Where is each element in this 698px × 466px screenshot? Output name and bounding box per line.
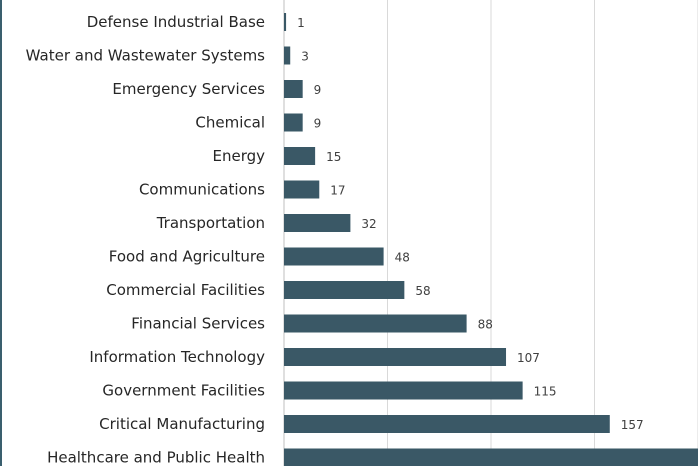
value-labels: 1 3 9 9 15 17 32 48 58 88 107 115 157 bbox=[297, 16, 644, 432]
category-label: Financial Services bbox=[131, 315, 265, 333]
data-label: 48 bbox=[395, 251, 410, 265]
bar bbox=[284, 381, 523, 400]
bar bbox=[284, 314, 467, 333]
bar bbox=[284, 281, 405, 299]
category-label: Information Technology bbox=[89, 348, 265, 366]
category-label: Government Facilities bbox=[102, 382, 265, 400]
data-label: 17 bbox=[330, 184, 345, 198]
data-label: 115 bbox=[534, 385, 557, 399]
data-label: 107 bbox=[517, 351, 540, 365]
category-label: Energy bbox=[212, 147, 265, 165]
category-label: Food and Agriculture bbox=[109, 248, 265, 266]
bar bbox=[284, 214, 351, 232]
bar bbox=[284, 113, 303, 132]
category-label: Transportation bbox=[156, 214, 265, 232]
category-label: Healthcare and Public Health bbox=[47, 449, 265, 466]
bar bbox=[284, 147, 316, 165]
data-label: 58 bbox=[415, 284, 430, 298]
bar bbox=[284, 46, 291, 65]
bar bbox=[284, 348, 507, 366]
category-label: Water and Wastewater Systems bbox=[26, 47, 266, 65]
bar bbox=[284, 80, 303, 98]
category-label: Communications bbox=[139, 181, 265, 199]
category-label: Chemical bbox=[195, 114, 265, 132]
bar bbox=[284, 448, 698, 466]
data-label: 15 bbox=[326, 150, 341, 164]
bar bbox=[284, 415, 610, 433]
bar bbox=[284, 180, 320, 199]
data-label: 1 bbox=[297, 16, 305, 30]
bars bbox=[284, 13, 698, 466]
bar bbox=[284, 247, 384, 266]
category-label: Defense Industrial Base bbox=[87, 13, 265, 31]
category-label: Critical Manufacturing bbox=[99, 415, 265, 433]
data-label: 9 bbox=[314, 117, 322, 131]
data-label: 32 bbox=[361, 217, 376, 231]
data-label: 3 bbox=[301, 50, 309, 64]
category-label: Commercial Facilities bbox=[106, 281, 265, 299]
category-label: Emergency Services bbox=[112, 80, 265, 98]
data-label: 157 bbox=[621, 418, 644, 432]
bar bbox=[284, 13, 287, 31]
data-label: 88 bbox=[478, 318, 493, 332]
data-label: 9 bbox=[314, 83, 322, 97]
category-labels: Defense Industrial Base Water and Wastewa… bbox=[26, 13, 266, 466]
